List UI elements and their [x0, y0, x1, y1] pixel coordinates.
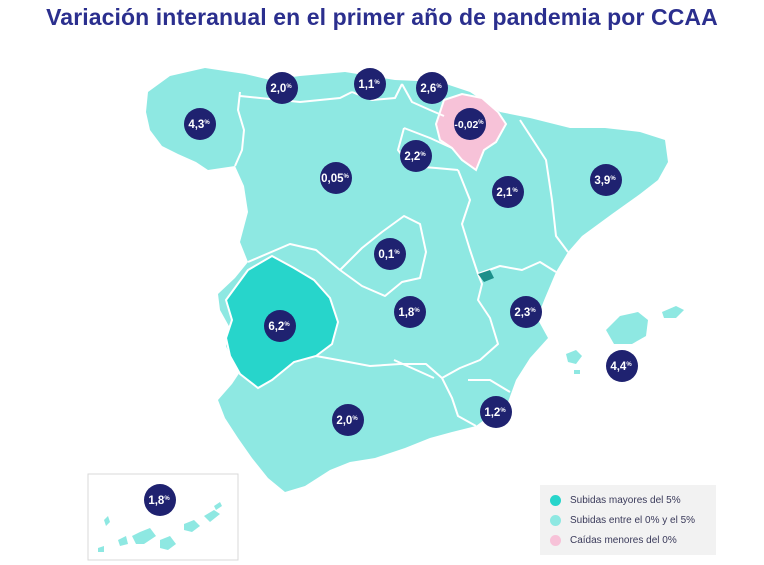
region-value-unit: %: [500, 408, 506, 414]
bubble-circle: [606, 350, 638, 382]
bubble-la-rioja: 2,2%: [400, 140, 432, 172]
region-value-unit: %: [530, 308, 536, 314]
bubble-castilla-la-mancha: 1,8%: [394, 296, 426, 328]
island-mallorca: [606, 312, 648, 344]
region-value-unit: %: [414, 308, 420, 314]
legend-item-high: Subidas mayores del 5%: [550, 493, 681, 507]
bubble-circle: [266, 72, 298, 104]
bubble-pa-s-vasco: 2,6%: [416, 72, 448, 104]
region-value: -0,02%: [454, 119, 484, 131]
region-value-unit: %: [204, 120, 210, 126]
bubble-circle: [480, 396, 512, 428]
legend-swatch-negative: [550, 534, 561, 546]
value-bubbles: 4,3% 2,0% 1,1% 2,6% -0,02% 2,2% 0,05% 2,1% 3,9% 0…: [144, 68, 638, 516]
legend-swatch-high: [550, 494, 561, 506]
bubble-circle: [184, 108, 216, 140]
region-value-unit: %: [478, 120, 484, 126]
map-title: Variación interanual en el primer año de…: [46, 4, 718, 30]
bubble-comunidad-valenciana: 2,3%: [510, 296, 542, 328]
region-value-unit: %: [512, 188, 518, 194]
legend-label-negative: Caídas menores del 0%: [570, 534, 677, 546]
bubble-navarra: -0,02%: [454, 108, 486, 140]
bubble-circle: [332, 404, 364, 436]
legend-label-mid: Subidas entre el 0% y el 5%: [570, 514, 696, 526]
bubble-galicia: 4,3%: [184, 108, 216, 140]
bubble-circle: [144, 484, 176, 516]
region-value-unit: %: [394, 250, 400, 256]
region-value-unit: %: [164, 496, 170, 502]
bubble-circle: [374, 238, 406, 270]
bubble-circle: [320, 162, 352, 194]
region-value-unit: %: [344, 174, 350, 180]
legend-item-negative: Caídas menores del 0%: [550, 533, 677, 547]
bubble-arag-n: 2,1%: [492, 176, 524, 208]
bubble-canarias: 1,8%: [144, 484, 176, 516]
island-ibiza: [566, 350, 582, 364]
region-value-unit: %: [626, 362, 632, 368]
legend-swatch-mid: [550, 514, 561, 526]
bubble-circle: [416, 72, 448, 104]
bubble-castilla-y-le-n: 0,05%: [320, 162, 352, 194]
bubble-circle: [510, 296, 542, 328]
bubble-circle: [400, 140, 432, 172]
region-value: 0,05%: [321, 173, 349, 185]
region-value-unit: %: [352, 416, 358, 422]
region-value-unit: %: [436, 84, 442, 90]
legend-label-high: Subidas mayores del 5%: [570, 494, 681, 506]
island-formentera: [574, 370, 580, 374]
bubble-extremadura: 6,2%: [264, 310, 296, 342]
region-value-unit: %: [420, 152, 426, 158]
bubble-catalu-a: 3,9%: [590, 164, 622, 196]
rincon-de-ademuz: [478, 270, 494, 282]
canary-islands: [98, 502, 222, 552]
bubble-regi-n-de-murcia: 1,2%: [480, 396, 512, 428]
legend: Subidas mayores del 5% Subidas entre el …: [540, 485, 716, 555]
legend-item-mid: Subidas entre el 0% y el 5%: [550, 513, 695, 527]
bubble-circle: [590, 164, 622, 196]
bubble-islas-baleares: 4,4%: [606, 350, 638, 382]
region-value-unit: %: [374, 80, 380, 86]
region-value-unit: %: [284, 322, 290, 328]
bubble-circle: [394, 296, 426, 328]
bubble-circle: [454, 108, 486, 140]
bubble-circle: [492, 176, 524, 208]
bubble-circle: [354, 68, 386, 100]
island-menorca: [662, 306, 684, 318]
bubble-madrid: 0,1%: [374, 238, 406, 270]
bubble-circle: [264, 310, 296, 342]
bubble-andaluc-a: 2,0%: [332, 404, 364, 436]
region-value-unit: %: [286, 84, 292, 90]
bubble-asturias: 2,0%: [266, 72, 298, 104]
bubble-cantabria: 1,1%: [354, 68, 386, 100]
region-value-unit: %: [610, 176, 616, 182]
